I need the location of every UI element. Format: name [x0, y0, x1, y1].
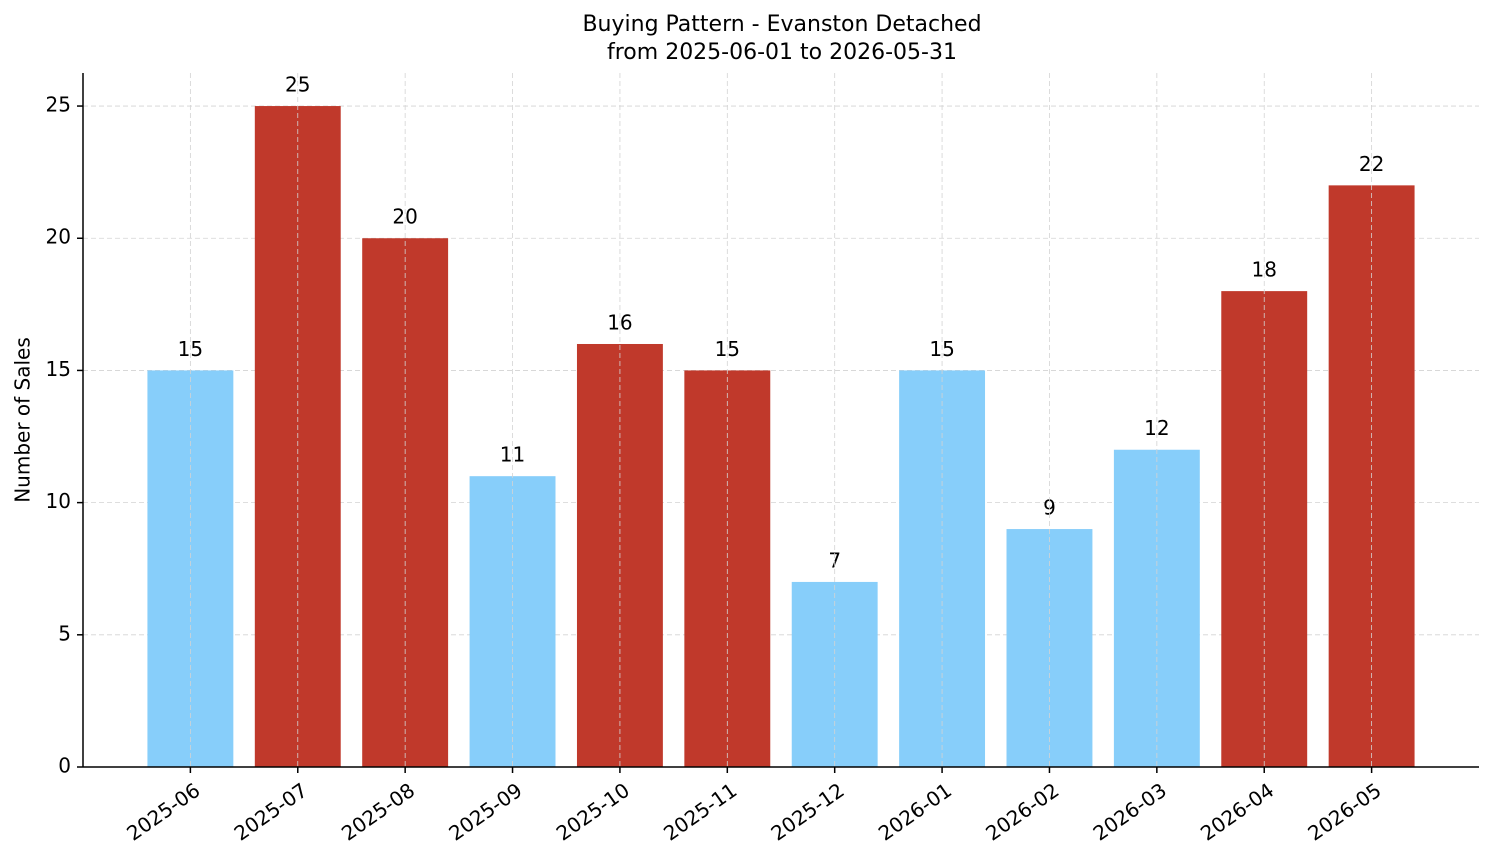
x-tick-label: 2026-03 [1089, 778, 1171, 846]
x-tick-label: 2026-05 [1303, 778, 1385, 846]
y-tick-label: 10 [46, 489, 71, 513]
x-tick-label: 2025-09 [444, 778, 526, 846]
x-tick-label: 2025-07 [230, 778, 312, 846]
x-tick-label: 2025-06 [122, 778, 204, 846]
value-label: 7 [828, 548, 841, 572]
value-label: 11 [500, 443, 525, 467]
chart-title: Buying Pattern - Evanston Detached [582, 12, 981, 37]
x-tick-label: 2025-11 [659, 778, 741, 846]
chart-subtitle: from 2025-06-01 to 2026-05-31 [607, 40, 957, 65]
x-tick-label: 2025-08 [337, 778, 419, 846]
y-tick-label: 0 [58, 754, 71, 778]
x-tick-label: 2025-12 [766, 778, 848, 846]
y-tick-label: 15 [46, 357, 71, 381]
y-tick-label: 25 [46, 93, 71, 117]
x-tick-label: 2026-04 [1196, 778, 1278, 846]
x-tick-label: 2026-01 [874, 778, 956, 846]
x-tick-label: 2025-10 [552, 778, 634, 846]
value-label: 20 [392, 205, 417, 229]
x-tick-label: 2026-02 [981, 778, 1063, 846]
y-tick-label: 5 [58, 621, 71, 645]
bar [1006, 529, 1093, 767]
y-tick-label: 20 [46, 225, 71, 249]
y-axis-label: Number of Sales [11, 337, 35, 503]
bar [362, 238, 449, 767]
